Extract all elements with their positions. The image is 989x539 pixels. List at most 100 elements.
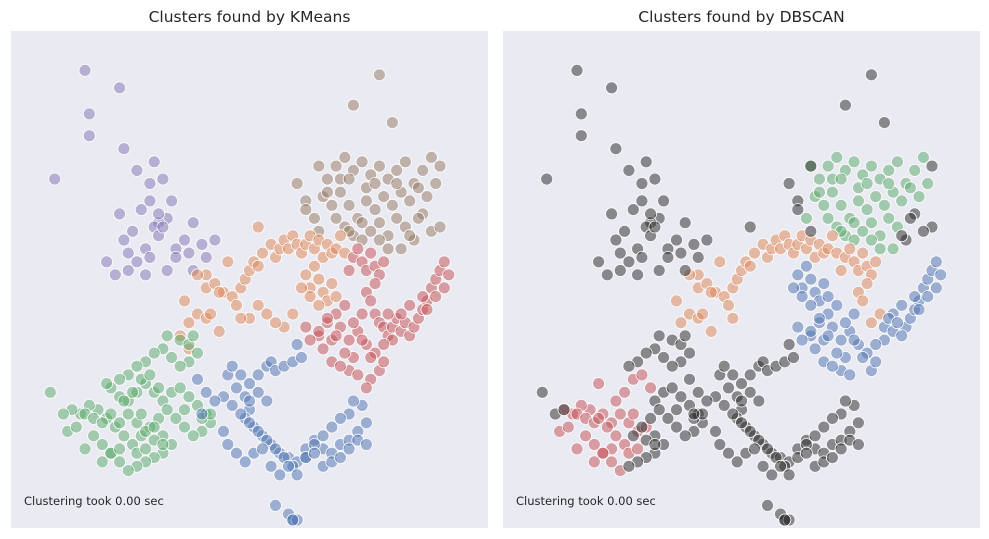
scatter-point — [342, 198, 356, 212]
scatter-point — [821, 211, 835, 225]
scatter-point — [78, 64, 92, 77]
dbscan-chart-title: Clusters found by DBSCAN — [638, 8, 845, 26]
scatter-point — [869, 355, 883, 369]
scatter-point — [169, 411, 183, 425]
scatter-point — [251, 424, 265, 438]
scatter-point — [540, 172, 554, 186]
scatter-point — [134, 203, 148, 217]
scatter-point — [704, 285, 718, 299]
scatter-point — [622, 163, 636, 177]
scatter-point — [743, 259, 757, 273]
scatter-point — [912, 190, 926, 204]
scatter-point — [234, 407, 248, 421]
scatter-point — [704, 324, 718, 338]
scatter-point — [325, 420, 339, 434]
scatter-point — [100, 377, 113, 391]
scatter-point — [342, 264, 356, 277]
scatter-point — [256, 442, 269, 456]
scatter-point — [817, 198, 831, 212]
scatter-point — [929, 281, 943, 295]
scatter-point — [791, 203, 805, 217]
scatter-point — [895, 194, 909, 208]
scatter-point — [307, 446, 321, 460]
scatter-point — [700, 233, 714, 247]
scatter-point — [618, 385, 631, 399]
scatter-point — [670, 420, 683, 434]
scatter-point — [665, 359, 679, 373]
scatter-point — [652, 403, 666, 417]
scatter-point — [243, 394, 256, 408]
scatter-point — [368, 277, 382, 291]
scatter-point — [182, 390, 196, 404]
scatter-point — [774, 459, 787, 473]
scatter-point — [799, 446, 813, 460]
scatter-point — [743, 220, 757, 234]
scatter-point — [843, 242, 857, 256]
scatter-point — [864, 233, 878, 247]
scatter-point — [251, 298, 265, 312]
scatter-point — [169, 250, 183, 264]
scatter-point — [165, 194, 179, 208]
scatter-point — [674, 316, 688, 330]
scatter-point — [592, 255, 605, 269]
scatter-point — [609, 429, 623, 443]
scatter-point — [635, 368, 649, 382]
scatter-point — [847, 307, 861, 321]
scatter-point — [678, 264, 692, 277]
scatter-point — [121, 407, 135, 421]
scatter-point — [882, 211, 896, 225]
scatter-point — [916, 224, 930, 238]
scatter-point — [82, 107, 96, 121]
scatter-point — [804, 324, 818, 338]
scatter-point — [160, 264, 174, 277]
scatter-point — [808, 429, 822, 443]
scatter-point — [225, 359, 239, 373]
scatter-point — [678, 329, 692, 343]
scatter-point — [355, 333, 369, 347]
scatter-point — [761, 442, 774, 456]
scatter-point — [433, 220, 447, 234]
scatter-point — [605, 455, 618, 469]
scatter-point — [812, 311, 826, 325]
scatter-point — [411, 211, 425, 225]
scatter-point — [817, 420, 831, 434]
scatter-point — [726, 368, 740, 382]
scatter-point — [830, 346, 844, 360]
scatter-point — [130, 359, 144, 373]
kmeans-chart-title: Clusters found by KMeans — [148, 8, 351, 26]
scatter-point — [648, 438, 662, 451]
scatter-point — [574, 129, 588, 143]
scatter-point — [600, 420, 614, 434]
scatter-point — [286, 513, 300, 527]
scatter-point — [139, 268, 153, 282]
scatter-point — [152, 207, 166, 221]
scatter-point — [359, 416, 373, 430]
scatter-point — [329, 290, 343, 304]
scatter-point — [821, 159, 835, 173]
scatter-point — [838, 98, 852, 112]
scatter-point — [290, 468, 304, 482]
scatter-point — [903, 211, 917, 225]
dbscan-timing-annotation: Clustering took 0.00 sec — [516, 494, 656, 508]
scatter-point — [316, 429, 330, 443]
scatter-point — [691, 250, 705, 264]
scatter-point — [834, 264, 848, 277]
scatter-point — [674, 390, 688, 404]
scatter-point — [269, 316, 282, 330]
scatter-point — [346, 316, 360, 330]
scatter-point — [877, 198, 891, 212]
scatter-point — [160, 329, 174, 343]
scatter-point — [613, 246, 627, 260]
scatter-point — [156, 438, 170, 451]
scatter-point — [338, 151, 352, 164]
scatter-point — [43, 385, 57, 399]
scatter-point — [864, 68, 878, 82]
scatter-point — [372, 68, 386, 82]
scatter-point — [191, 346, 204, 360]
scatter-point — [147, 346, 161, 360]
scatter-point — [381, 242, 395, 256]
scatter-point — [143, 250, 157, 264]
scatter-point — [342, 172, 356, 186]
scatter-point — [264, 459, 278, 473]
scatter-point — [825, 229, 839, 243]
